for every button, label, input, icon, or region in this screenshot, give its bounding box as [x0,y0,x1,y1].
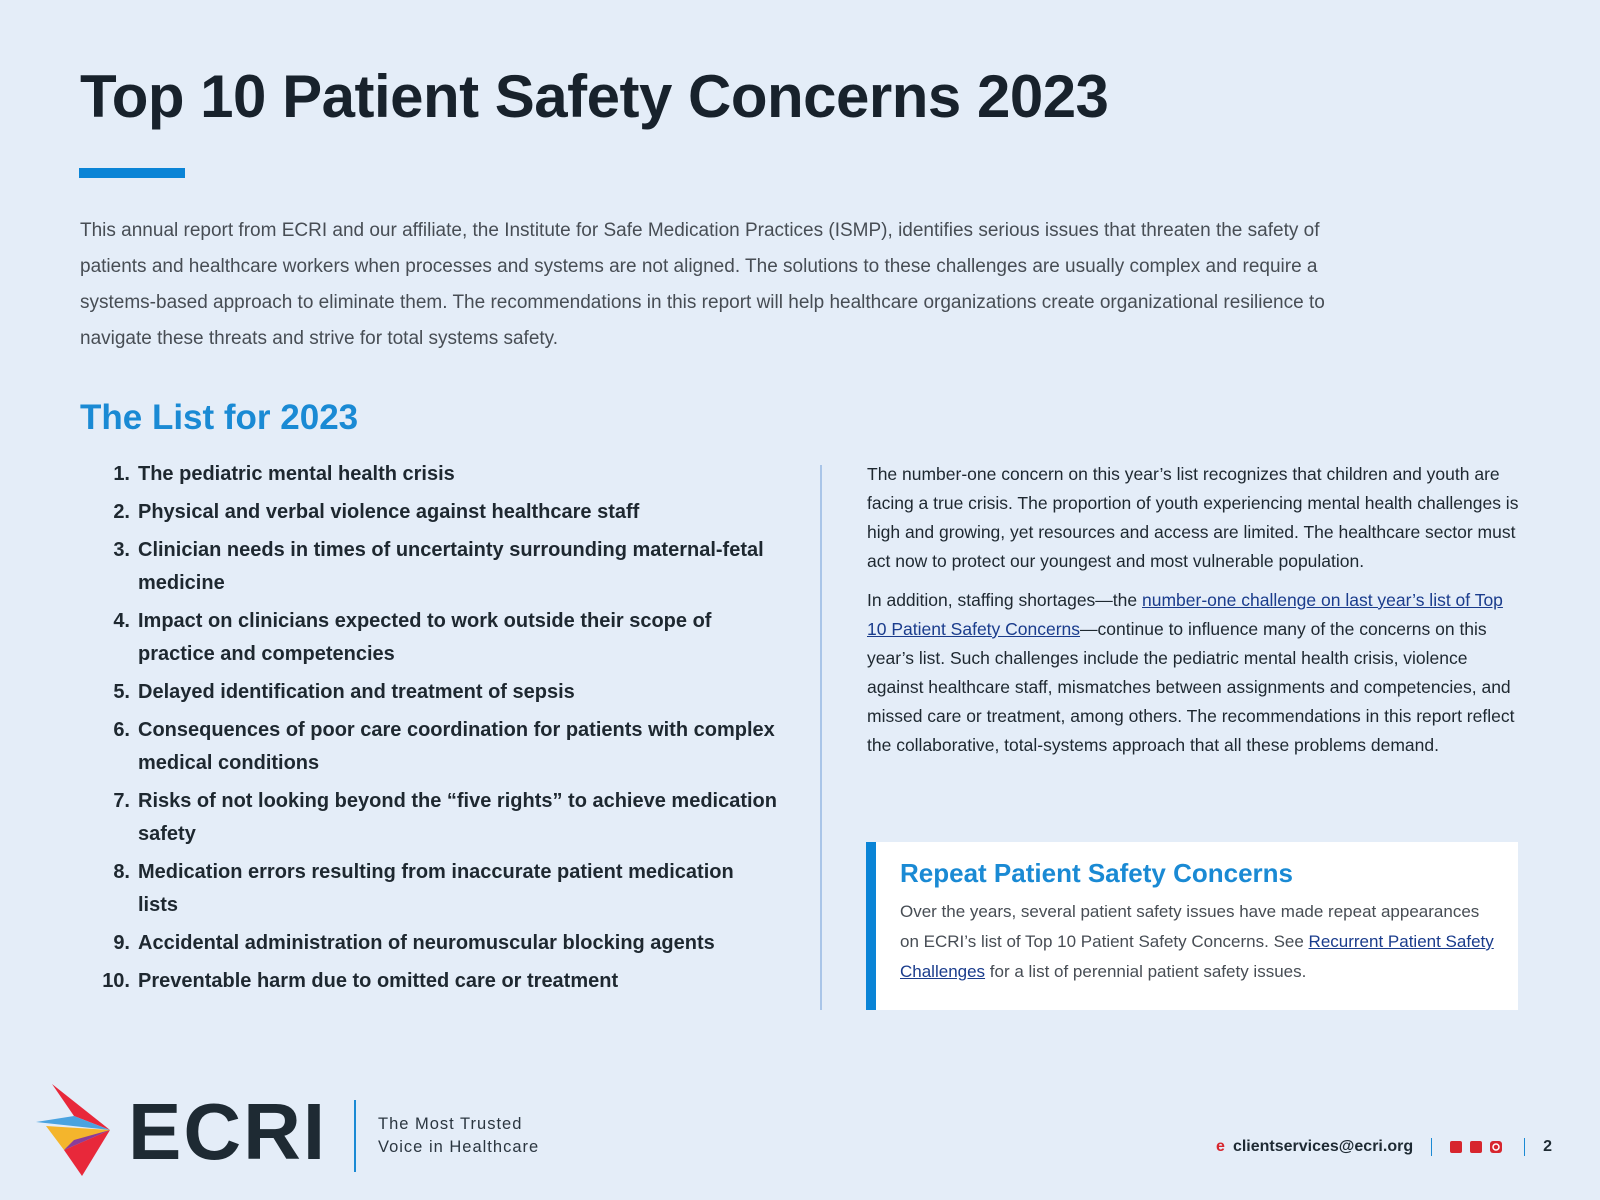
facebook-icon[interactable] [1470,1141,1483,1153]
body-column: The number-one concern on this year’s li… [867,460,1527,770]
body-paragraph: In addition, staffing shortages—the numb… [867,586,1527,760]
list-item: 1. The pediatric mental health crisis [90,458,790,491]
linkedin-icon[interactable] [1450,1141,1463,1153]
instagram-glyph [1492,1143,1500,1151]
tagline-line: The Most Trusted [378,1115,523,1133]
list-item: 3. Clinician needs in times of uncertaint… [90,534,790,600]
list-item: 5. Delayed identification and treatment o… [90,676,790,709]
list-item: 10. Preventable harm due to omitted care … [90,965,790,998]
callout-box: Repeat Patient Safety Concerns Over the … [866,842,1518,1010]
text: Over the years, several patient safety i… [900,902,1480,951]
list-item: 9. Accidental administration of neuromusc… [90,927,790,960]
logo-shape [36,1116,110,1130]
column-divider [820,465,822,1010]
list-item: 7. Risks of not looking beyond the “five … [90,785,790,851]
separator [1524,1138,1526,1156]
item-number: 5. [113,681,130,703]
email-link[interactable]: clientservices@ecri.org [1232,1138,1414,1155]
title: Top 10 Patient Safety Concerns 2023 [80,63,1109,130]
text: —continue to influence many of the conce… [867,619,1515,755]
item-number: 9. [113,932,130,954]
list-item: 6. Consequences of poor care coordination… [90,714,790,780]
intro-paragraph: This annual report from ECRI and our aff… [80,220,1325,349]
title-accent-bar [79,168,185,178]
item-number: 4. [113,610,130,632]
logo-mark [36,1084,110,1176]
item-number: 10. [102,970,130,992]
contact-bar: e clientservices@ecri.org 2 [1216,1138,1552,1156]
logo-shape [46,1126,110,1150]
item-text: Consequences of poor care coordination f… [138,719,775,774]
email-icon: e [1216,1138,1225,1155]
text: In addition, staffing shortages—the [867,590,1142,610]
link[interactable]: number-one challenge on last year’s list… [867,590,1503,639]
tagline-line: Voice in Healthcare [378,1138,540,1156]
tagline: The Most Trusted Voice in Healthcare [378,1113,539,1159]
callout-title: Repeat Patient Safety Concerns [900,858,1294,888]
separator [1431,1138,1433,1156]
item-text: Risks of not looking beyond the “five ri… [138,790,777,845]
social-icons [1450,1141,1503,1153]
item-number: 8. [113,861,130,883]
list-item: 4. Impact on clinicians expected to work … [90,605,790,671]
logo-separator [354,1100,356,1172]
list-item: 8. Medication errors resulting from inacc… [90,856,790,922]
item-number: 1. [113,463,130,485]
instagram-icon[interactable] [1490,1141,1503,1153]
body-paragraph: The number-one concern on this year’s li… [867,464,1519,571]
item-text: Delayed identification and treatment of … [138,681,575,703]
item-number: 7. [113,790,130,812]
logo-shape [64,1130,110,1150]
concern-list: 1. The pediatric mental health crisis 2. Ph… [90,458,790,1003]
item-text: The pediatric mental health crisis [138,463,455,485]
logo-text: ECRI [128,1087,328,1176]
item-number: 6. [113,719,130,741]
list-item: 2. Physical and verbal violence against h… [90,496,790,529]
item-text: Accidental administration of neuromuscul… [138,932,715,954]
item-text: Impact on clinicians expected to work ou… [138,610,712,665]
page-number: 2 [1543,1138,1552,1155]
callout-text: Over the years, several patient safety i… [900,897,1494,987]
item-number: 2. [113,501,130,523]
list-heading: The List for 2023 [80,398,359,437]
item-number: 3. [113,539,130,561]
text: for a list of perennial patient safety i… [985,962,1307,981]
item-text: Medication errors resulting from inaccur… [138,861,734,916]
logo-shape [64,1130,110,1176]
item-text: Physical and verbal violence against hea… [138,501,640,523]
item-text: Clinician needs in times of uncertainty … [138,539,764,594]
item-text: Preventable harm due to omitted care or … [138,970,619,992]
link[interactable]: Recurrent Patient Safety Challenges [900,932,1494,981]
logo-shape [52,1084,110,1130]
